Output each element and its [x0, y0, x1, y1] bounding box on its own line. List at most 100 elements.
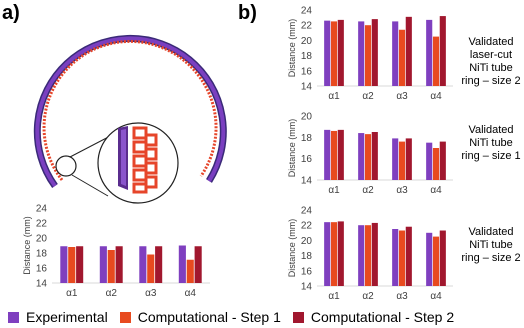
bar-step2 [405, 226, 412, 286]
x-tick-label: α2 [106, 288, 118, 299]
caption-line: NiTi tube [469, 62, 513, 74]
bar-step2 [439, 16, 446, 86]
bar-experimental [178, 245, 186, 283]
x-tick-label: α1 [66, 288, 78, 299]
bar-step2 [194, 246, 202, 283]
y-tick-label: 24 [36, 204, 48, 215]
caption-line: NiTi tube [469, 239, 513, 251]
y-tick-label: 16 [301, 66, 313, 77]
y-tick-label: 22 [301, 21, 313, 32]
x-tick-label: α2 [362, 91, 374, 102]
bar-step2 [405, 16, 412, 87]
caption-line: ring – size 1 [461, 150, 521, 162]
bar-experimental [99, 246, 107, 283]
bar-step1 [398, 230, 406, 286]
x-tick-label: α4 [185, 288, 197, 299]
legend-swatch [8, 311, 19, 323]
caption-line: Validated [468, 36, 514, 48]
bar-experimental [139, 246, 147, 283]
chart-panel-b-middle: 14 16 18 20 Distance (mm) α1 α2 α3 α4 [287, 112, 453, 196]
x-tick-label: α4 [430, 291, 442, 302]
legend-item-step2: Computational - Step 2 [292, 309, 454, 325]
caption-line: ring – size 2 [461, 75, 521, 87]
x-tick-label: α1 [328, 185, 340, 196]
y-tick-label: 18 [301, 133, 313, 144]
x-tick-label: α4 [430, 185, 442, 196]
y-tick-label: 20 [301, 36, 313, 47]
bar-step2 [76, 246, 84, 283]
bar-step2 [155, 246, 163, 283]
bar-step1 [186, 259, 194, 283]
bar-experimental [426, 142, 433, 180]
y-axis-label: Distance (mm) [287, 219, 297, 278]
bar-step1 [432, 148, 440, 180]
bar-step1 [364, 134, 372, 180]
y-axis-label: Distance (mm) [287, 19, 297, 78]
y-tick-label: 22 [36, 219, 48, 230]
x-tick-label: α1 [328, 91, 340, 102]
y-axis-label: Distance (mm) [287, 119, 297, 178]
bar-experimental [426, 232, 433, 286]
y-tick-label: 22 [301, 221, 313, 232]
y-tick-label: 18 [301, 51, 313, 62]
y-tick-label: 18 [36, 249, 48, 260]
bar-step1 [398, 29, 406, 86]
x-tick-label: α2 [362, 291, 374, 302]
bar-experimental [358, 133, 365, 180]
legend-item-step1: Computational - Step 1 [119, 309, 281, 325]
x-tick-label: α3 [396, 291, 408, 302]
caption-b-bottom: Validated NiTi tube ring – size 2 [458, 226, 524, 265]
bar-step2 [405, 138, 412, 180]
chart-panel-a: 14 16 18 20 22 24 Distance (mm) α1 α2 α3 α4 [22, 204, 210, 299]
bar-step2 [439, 230, 446, 286]
caption-line: Validated [468, 124, 514, 136]
bar-step2 [371, 222, 378, 286]
x-tick-label: α1 [328, 291, 340, 302]
zoom-line-bottom [71, 174, 109, 197]
bar-experimental [324, 129, 331, 180]
bar-step1 [432, 236, 440, 286]
bar-experimental [392, 229, 399, 286]
zoom-lattice [132, 126, 158, 194]
x-tick-label: α3 [145, 288, 157, 299]
bar-step1 [364, 225, 372, 286]
bar-experimental [358, 225, 365, 286]
ring-purple-band [35, 36, 226, 188]
bar-experimental [324, 20, 331, 86]
caption-line: ring – size 2 [461, 252, 521, 264]
y-tick-label: 16 [301, 266, 313, 277]
chart-panel-b-bottom: 14 16 18 20 22 24 Distance (mm) α1 α2 α3 α4 [287, 206, 453, 302]
bar-step2 [337, 129, 344, 180]
niti-ring-illustration [33, 34, 227, 204]
magnifier-small-circle [55, 155, 77, 177]
bar-experimental [426, 19, 433, 87]
zoom-purple-band-shade [121, 129, 126, 186]
bar-experimental [60, 246, 68, 283]
legend-swatch [119, 311, 131, 323]
bar-step1 [330, 222, 338, 286]
caption-line: laser-cut [469, 49, 513, 61]
bar-step2 [337, 19, 344, 87]
bar-step2 [439, 141, 446, 180]
y-tick-label: 14 [301, 82, 313, 93]
y-tick-label: 16 [36, 264, 48, 275]
bar-experimental [324, 222, 331, 286]
bar-experimental [358, 21, 365, 86]
bar-step1 [107, 250, 115, 283]
y-axis-label: Distance (mm) [22, 216, 32, 275]
y-tick-label: 16 [301, 154, 313, 165]
chart-panel-b-top: 14 16 18 20 22 24 Distance (mm) α1 α2 α3 α4 [287, 6, 453, 102]
panel-label-b: b) [238, 2, 257, 24]
x-tick-label: α2 [362, 185, 374, 196]
y-tick-label: 14 [301, 176, 313, 187]
y-tick-label: 20 [301, 112, 313, 123]
bar-step1 [68, 247, 76, 283]
y-tick-label: 24 [301, 206, 313, 217]
legend-label: Computational - Step 1 [137, 309, 281, 325]
panel-label-a: a) [2, 2, 20, 24]
y-tick-label: 14 [36, 279, 48, 290]
x-tick-label: α4 [430, 91, 442, 102]
bar-step2 [337, 221, 344, 286]
ring-lattice-arc [42, 39, 218, 181]
bar-step2 [115, 246, 123, 283]
